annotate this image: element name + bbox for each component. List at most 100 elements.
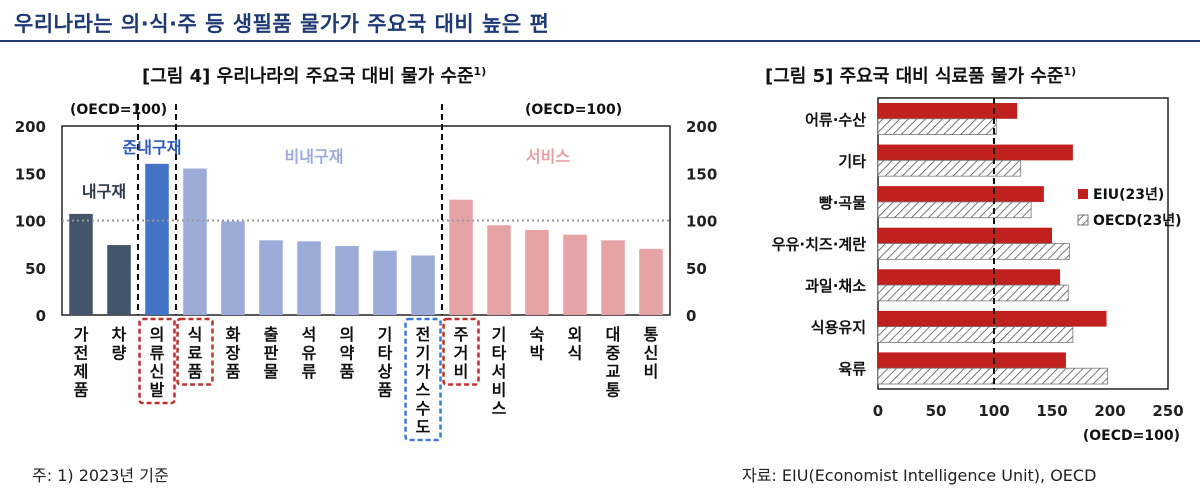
chart4-xtick-label: 식: [188, 325, 203, 344]
chart4-xtick-label: 품: [340, 362, 355, 381]
chart4-unit-right: (OECD=100): [525, 102, 622, 118]
chart4-bar: [373, 250, 397, 315]
chart5-legend-swatch-eiu: [1078, 189, 1088, 199]
chart4-xtick-label: 가: [74, 325, 89, 344]
chart4-xtick-label: 료: [188, 344, 203, 363]
chart5-ytick-label: 육류: [838, 360, 866, 378]
chart5-legend-label-oecd: OECD(23년): [1093, 213, 1182, 229]
chart5-bar-oecd: [877, 118, 997, 135]
chart4-xtick-label: 수: [416, 399, 431, 418]
chart4-xtick-label: 약: [340, 344, 355, 363]
chart4-xtick-label: 신: [644, 344, 659, 363]
chart4-bar: [601, 240, 625, 315]
chart5-ytick-label: 빵·곡물: [819, 194, 866, 212]
chart4-xtick-label: 의: [150, 325, 165, 344]
chart4-xtick-label: 출: [264, 325, 279, 344]
chart4-xtick-label: 타: [378, 344, 393, 363]
chart4-xtick-label: 도: [416, 418, 431, 437]
chart4-xtick-label: 제: [74, 362, 89, 381]
chart5-bar-eiu: [878, 269, 1061, 286]
chart4-title-text: [그림 4] 우리나라의 주요국 대비 물가 수준: [142, 66, 474, 87]
chart4-ytick-left: 50: [25, 260, 46, 278]
chart5-title-text: [그림 5] 주요국 대비 식료품 물가 수준: [765, 66, 1064, 87]
chart4-xtick-label: 물: [264, 362, 279, 381]
chart4-title-note: 1): [473, 65, 487, 78]
chart4-bar: [335, 246, 359, 315]
chart4-bar: [69, 213, 93, 315]
chart4-ytick-left: 150: [15, 165, 46, 183]
footer-note: 주: 1) 2023년 기준: [32, 466, 169, 485]
chart4-xtick-label: 화: [226, 325, 241, 344]
chart4-bar: [563, 234, 587, 315]
chart4-bar: [259, 240, 283, 315]
chart4-bar: [221, 221, 245, 315]
chart4-xtick-label: 판: [264, 344, 279, 363]
chart4-bar: [183, 168, 207, 315]
chart5-bar-oecd: [877, 159, 1022, 177]
chart4-xtick-label: 숙: [530, 325, 545, 344]
chart5-xtick-label: 150: [1036, 402, 1067, 420]
chart4-bar: [487, 225, 511, 315]
chart5-bar-oecd: [877, 284, 1069, 302]
chart4-xtick-label: 의: [340, 325, 355, 344]
chart5-legend-label-eiu: EIU(23년): [1093, 187, 1164, 203]
chart4-ytick-right: 150: [686, 165, 717, 183]
chart5-title: [그림 5] 주요국 대비 식료품 물가 수준1): [765, 62, 1076, 88]
chart4-xtick-label: 품: [188, 362, 203, 381]
chart4-xtick-label: 유: [302, 344, 317, 363]
chart4-xtick-label: 장: [226, 344, 241, 363]
chart4-bar: [411, 255, 435, 315]
chart4-xtick-label: 석: [302, 325, 317, 344]
chart4-highlight-box: [176, 317, 214, 386]
chart4-highlight-box: [138, 317, 176, 405]
chart4-highlight-box: [404, 317, 442, 442]
chart4-ytick-right: 200: [686, 118, 717, 136]
chart4-xtick-label: 차: [112, 325, 127, 344]
chart5-bar-oecd: [877, 367, 1109, 385]
chart4-svg: 0 0 50 50 100 100 150 150 200 200 (OECD=100) (OECD=…: [15, 102, 717, 442]
chart5-bar-eiu: [878, 352, 1066, 369]
chart4-ytick-right: 50: [686, 260, 707, 278]
chart4-bar: [145, 163, 169, 315]
chart4-bar: [639, 248, 663, 315]
chart4-xtick-label: 전: [74, 344, 89, 363]
chart4-xtick-label: 주: [454, 325, 469, 344]
chart5-ytick-label: 어류·수산: [805, 111, 866, 129]
chart5-xtick-label: 200: [1094, 402, 1125, 420]
chart4-xtick-label: 통: [606, 381, 621, 400]
chart4-xtick-label: 비: [492, 381, 507, 400]
chart4-group-label: 준내구재: [123, 138, 182, 157]
chart5-bar-eiu: [878, 102, 1018, 119]
chart4-xtick-label: 비: [644, 362, 659, 381]
footer-source: 자료: EIU(Economist Intelligence Unit), OE…: [742, 466, 1097, 485]
chart4-bar: [297, 241, 321, 315]
chart4-xtick-label: 외: [568, 325, 583, 344]
chart4-xtick-label: 품: [74, 381, 89, 400]
chart4-unit-left: (OECD=100): [70, 102, 167, 118]
chart4-xtick-label: 류: [302, 362, 317, 381]
chart4-xtick-label: 량: [112, 344, 127, 363]
chart4-bar: [449, 199, 473, 315]
chart4-ytick-right: 0: [686, 307, 696, 325]
chart4-xtick-label: 비: [454, 362, 469, 381]
chart4-xtick-label: 신: [150, 362, 165, 381]
chart4-xtick-label: 거: [454, 344, 469, 363]
chart5-xtick-label: 50: [926, 402, 947, 420]
chart5-xtick-label: 250: [1152, 402, 1183, 420]
chart5-bar-oecd: [877, 243, 1070, 260]
chart5-bar-eiu: [878, 310, 1107, 327]
chart4-xtick-label: 서: [492, 362, 507, 381]
chart5-title-note: 1): [1063, 65, 1077, 78]
chart5-bar-eiu: [878, 227, 1052, 244]
chart5-ytick-label: 식용유지: [811, 319, 866, 337]
header-rule: [0, 40, 1200, 42]
chart5-ytick-label: 기타: [838, 152, 866, 170]
chart4-group-label: 비내구재: [285, 147, 344, 166]
chart4-group-label: 서비스: [526, 147, 570, 166]
chart5-bar-eiu: [878, 144, 1073, 161]
chart4-ytick-left: 100: [15, 213, 46, 231]
chart4-xtick-label: 가: [416, 362, 431, 381]
chart4-xtick-label: 상: [378, 362, 393, 381]
chart4-title: [그림 4] 우리나라의 주요국 대비 물가 수준1): [142, 62, 486, 88]
